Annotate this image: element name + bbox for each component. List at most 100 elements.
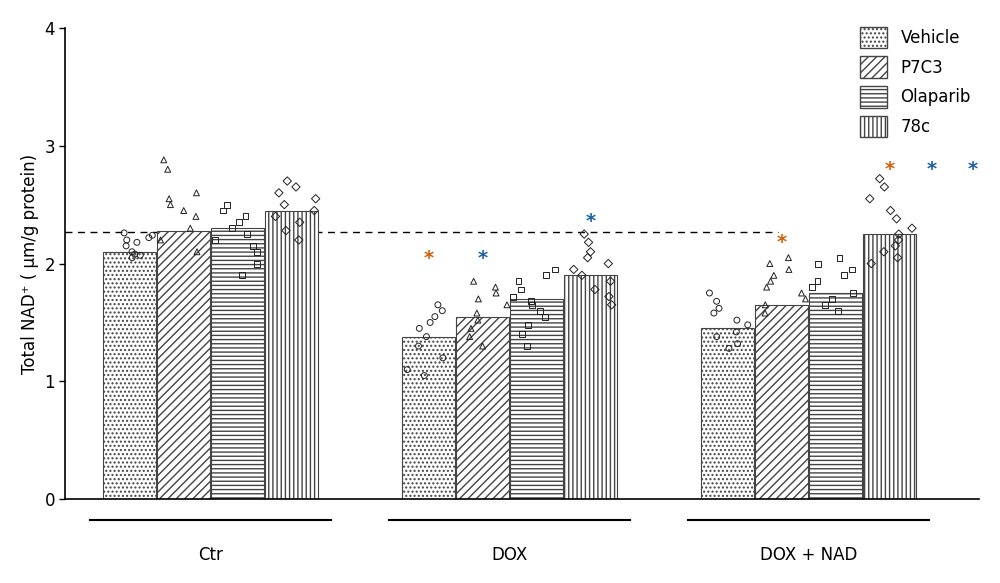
Point [711,304,727,313]
Point [291,236,307,245]
Point [890,253,906,262]
Point [189,247,205,257]
Point [245,241,261,251]
Point [119,236,135,245]
Point [721,344,737,353]
Point [882,206,898,215]
Point [141,233,157,243]
Point [124,253,140,262]
Point [762,259,778,268]
Point [511,276,527,286]
Point [466,276,482,286]
Point [600,259,616,268]
Bar [510,299,563,499]
Point [601,292,617,301]
Text: *: * [424,250,434,268]
Point [845,289,861,298]
Point [430,300,446,310]
Legend: Vehicle, P7C3, Olaparib, 78c: Vehicle, P7C3, Olaparib, 78c [860,27,971,138]
Bar [564,275,617,499]
Bar [211,228,264,499]
Point [215,206,231,215]
Point [505,292,521,301]
Text: *: * [586,212,596,230]
Point [207,236,223,245]
Point [887,241,903,251]
Text: *: * [777,233,787,252]
Text: *: * [885,160,895,179]
Bar [755,305,808,499]
Point [757,308,773,318]
Point [538,271,554,280]
Point [757,300,773,310]
Point [271,188,287,198]
Point [435,353,451,363]
Point [520,320,536,329]
Point [519,342,535,351]
Bar [809,293,862,499]
Point [488,289,504,298]
Point [234,271,250,280]
Point [863,259,879,268]
Point [709,332,725,341]
Point [580,253,596,262]
Point [224,223,240,233]
Point [532,306,548,315]
Point [124,247,140,257]
Point [824,294,840,304]
Point [810,259,826,268]
Point [469,308,485,318]
Bar [103,252,156,499]
Point [891,236,907,245]
Point [763,276,779,286]
Point [416,371,432,380]
Point [537,312,553,321]
Point [162,200,178,209]
Point [576,230,592,239]
Point [706,308,722,318]
Point [709,297,725,306]
Point [411,342,427,351]
Point [470,315,486,325]
Point [804,282,820,292]
Y-axis label: Total NAD⁺ ( μm/g protein): Total NAD⁺ ( μm/g protein) [21,153,39,374]
Point [844,265,860,274]
Point [411,324,427,333]
Text: Ctr: Ctr [198,546,223,564]
Point [278,226,294,235]
Point [872,174,888,184]
Point [603,276,619,286]
Point [832,253,848,262]
Point [817,300,833,310]
Point [862,194,878,203]
Point [470,294,486,304]
Point [118,241,134,251]
Point [249,247,265,257]
Bar [265,210,318,499]
Point [523,297,539,306]
Point [780,253,796,262]
Point [306,206,322,215]
Point [809,276,825,286]
Point [794,289,810,298]
Point [188,188,204,198]
Point [160,164,176,174]
Point [891,230,907,239]
Point [729,315,745,325]
Text: *: * [478,250,488,268]
Point [161,194,177,203]
Point [127,250,143,259]
Point [292,217,308,227]
Bar [456,317,509,499]
Point [462,332,478,341]
Point [728,327,744,336]
Point [188,212,204,221]
Point [279,177,295,186]
Bar [701,328,754,499]
Point [836,271,852,280]
Text: DOX + NAD: DOX + NAD [760,546,858,564]
Point [587,285,603,294]
Point [176,206,192,215]
Point [249,259,265,268]
Point [766,271,782,280]
